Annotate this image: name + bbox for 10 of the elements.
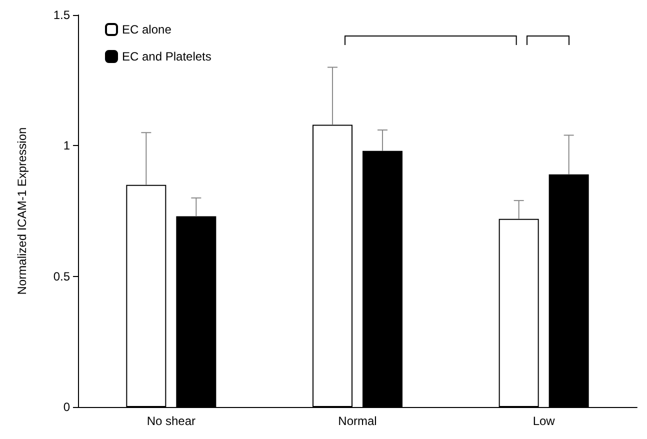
x-tick-label: Low: [532, 414, 556, 428]
y-axis-title: Normalized ICAM-1 Expression: [15, 127, 29, 295]
legend-label: EC and Platelets: [122, 50, 212, 64]
y-tick-label: 1.5: [53, 8, 70, 22]
y-tick-label: 0.5: [53, 269, 70, 284]
y-tick-label: 1: [63, 138, 70, 153]
x-tick-label: No shear: [146, 414, 196, 428]
legend-label: EC alone: [122, 22, 172, 36]
y-tick-label: 0: [63, 400, 70, 414]
x-tick-label: Normal: [338, 414, 377, 428]
